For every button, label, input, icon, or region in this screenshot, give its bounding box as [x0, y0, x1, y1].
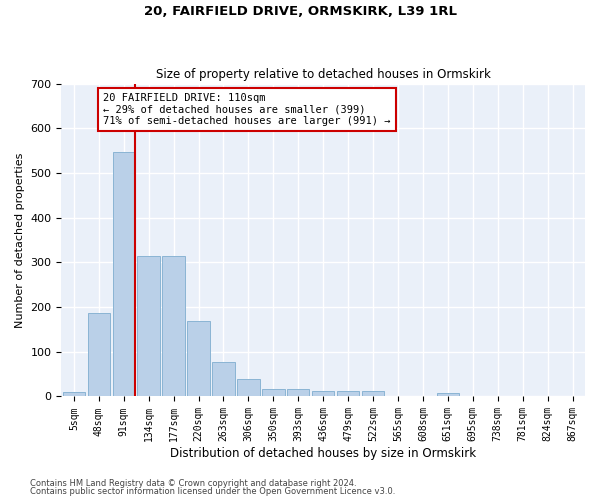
Bar — [187, 322, 210, 396]
Text: Contains public sector information licensed under the Open Government Licence v3: Contains public sector information licen… — [30, 487, 395, 496]
Title: Size of property relative to detached houses in Ormskirk: Size of property relative to detached ho… — [156, 68, 491, 81]
Bar — [337, 391, 359, 396]
Bar — [287, 389, 310, 396]
Y-axis label: Number of detached properties: Number of detached properties — [15, 152, 25, 328]
Bar — [88, 314, 110, 396]
Bar — [62, 392, 85, 396]
Bar — [262, 389, 284, 396]
Text: 20, FAIRFIELD DRIVE, ORMSKIRK, L39 1RL: 20, FAIRFIELD DRIVE, ORMSKIRK, L39 1RL — [143, 5, 457, 18]
Bar — [362, 391, 384, 396]
Text: Contains HM Land Registry data © Crown copyright and database right 2024.: Contains HM Land Registry data © Crown c… — [30, 478, 356, 488]
Bar — [437, 393, 459, 396]
Bar — [212, 362, 235, 396]
Bar — [113, 152, 135, 396]
Bar — [312, 391, 334, 396]
Bar — [137, 256, 160, 396]
Bar — [163, 256, 185, 396]
Bar — [237, 378, 260, 396]
X-axis label: Distribution of detached houses by size in Ormskirk: Distribution of detached houses by size … — [170, 447, 476, 460]
Text: 20 FAIRFIELD DRIVE: 110sqm
← 29% of detached houses are smaller (399)
71% of sem: 20 FAIRFIELD DRIVE: 110sqm ← 29% of deta… — [103, 93, 391, 126]
